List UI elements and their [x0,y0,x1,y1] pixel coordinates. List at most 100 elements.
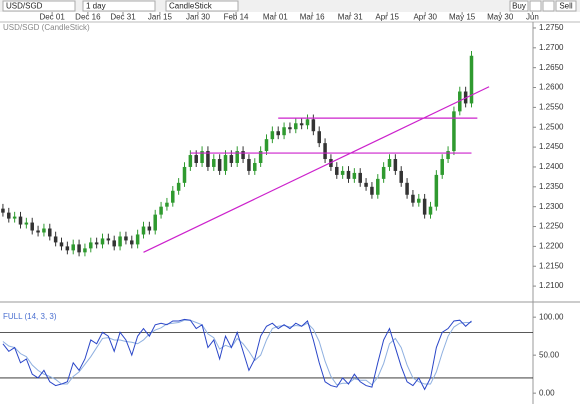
x-tick-label: Apr 15 [375,13,399,22]
sell-button[interactable] [555,0,577,12]
candle-body [264,139,269,152]
indicator-line [2,318,472,391]
y-tick-label: 1.2200 [539,241,564,250]
y-tick-label: 1.2600 [539,83,564,92]
candle-body [42,228,46,233]
candle-body [411,194,415,203]
candle-body [12,216,17,219]
buy-label: Buy [512,2,526,11]
style-select[interactable] [165,0,239,12]
candle-body [18,216,23,225]
candle-body [294,123,298,130]
x-tick-label: Mar 16 [300,13,325,22]
candle-body [340,170,345,175]
main-plot [1,50,490,257]
x-tick-label: Feb 14 [224,13,249,22]
candle-body [89,242,93,249]
x-tick-label: Dec 01 [39,13,65,22]
candle-body [194,155,198,163]
y-tick-label: 1.2650 [539,63,564,72]
candle-body [276,131,280,136]
candle-body [135,234,140,245]
tools-button[interactable] [542,0,555,12]
y-tick-label: 1.2250 [539,222,564,231]
interval: 1 day [86,2,106,11]
candle-body [71,244,75,251]
interval-select[interactable] [82,0,156,12]
chart-style: CandleStick [169,2,213,11]
candle-body [171,190,175,203]
x-tick-label: Dec 16 [75,13,101,22]
y-tick-label: 1.2100 [539,281,564,290]
candle-body [387,159,392,167]
x-tick-label: Jan 30 [186,13,211,22]
trend-line [143,86,490,253]
candle-body [399,170,403,183]
candle-body [188,155,193,167]
symbol: USD/SGD [6,2,43,11]
candle-body [288,127,292,130]
candle-body [100,238,105,245]
candle-body [352,172,357,179]
candle-body [176,182,181,191]
candle-body [381,166,386,179]
candle-body [112,240,116,247]
candle-body [159,206,163,215]
candle-body [440,159,444,175]
candle-body [323,143,327,160]
candle-body [358,172,362,183]
y-tick-label: 1.2350 [539,182,564,191]
candle-body [452,111,456,152]
candle-body [7,212,11,219]
y-tick-label: 1.2450 [539,142,564,151]
candle-body [428,206,433,215]
candle-body [253,162,257,171]
candle-body [48,228,52,237]
x-tick-label: Jun [526,13,539,22]
candle-body [247,159,251,171]
candle-body [1,208,5,213]
candle-body [24,222,29,225]
symbol-select[interactable] [2,0,76,12]
candle-body [94,242,99,245]
candle-body [124,236,128,241]
y-tick-label: 1.2300 [539,202,564,211]
candle-body [235,151,239,163]
y-tick-label: 1.2700 [539,43,564,52]
candle-body [30,222,34,231]
y-tick-label: 0.00 [539,388,555,397]
y-tick-label: 1.2750 [539,23,564,32]
candle-body [118,236,122,247]
x-tick-label: Mar 31 [338,13,363,22]
candle-body [311,119,316,132]
candle-body [130,240,134,245]
buy-button[interactable] [509,0,529,12]
candle-body [147,226,152,231]
draw-button[interactable] [529,0,542,12]
candle-body [258,151,263,163]
candle-body [141,226,146,235]
y-tick-label: 1.2550 [539,102,564,111]
candle-body [405,182,409,195]
candle-body [299,123,304,126]
candle-body [417,198,421,203]
candle-body [335,166,339,175]
candle-body [153,214,157,231]
candle-body [305,119,310,126]
candle-body [270,131,275,140]
y-tick-label: 100.00 [539,312,564,321]
y-tick-label: 1.2400 [539,162,564,171]
candle-body [59,242,64,247]
candle-body [376,178,380,195]
candle-body [212,159,216,167]
y-tick-label: 1.2500 [539,122,564,131]
candle-body [434,174,439,207]
x-tick-label: Apr 30 [413,13,437,22]
candle-body [346,170,351,179]
candle-body [317,131,321,144]
candle-body [223,155,228,171]
x-tick-label: Dec 31 [110,13,136,22]
